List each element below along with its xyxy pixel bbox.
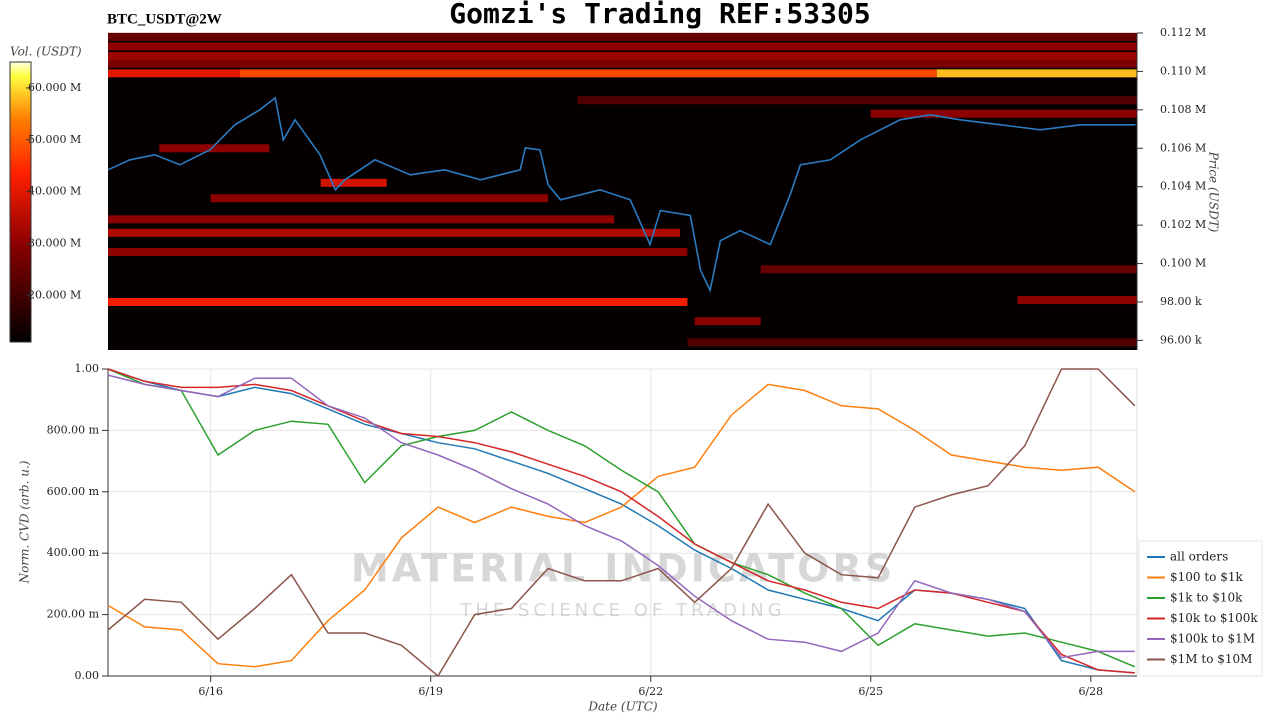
- chart-subtitle: BTC_USDT@2W: [107, 11, 222, 27]
- x-tick-label: 6/22: [638, 685, 663, 698]
- plot-area: [108, 33, 1137, 350]
- y-tick-label: 98.00 k: [1160, 295, 1202, 308]
- y-tick-label: 0.110 M: [1160, 64, 1206, 77]
- heat-cell: [108, 248, 688, 257]
- heat-cell: [577, 96, 1137, 105]
- heat-cell: [108, 32, 1137, 41]
- heat-cell: [1017, 296, 1137, 305]
- colorbar-tick-label: 60.000 M: [28, 81, 81, 94]
- y-tick-label: 0.00: [75, 669, 100, 682]
- legend-label: $100k to $1M: [1170, 632, 1255, 646]
- heat-cell: [108, 42, 1137, 51]
- colorbar: [9, 61, 32, 343]
- heat-cell: [108, 228, 681, 237]
- heat-cell: [936, 69, 1137, 78]
- heat-cell: [108, 69, 241, 78]
- y-tick-label: 800.00 m: [47, 423, 100, 436]
- legend-label: all orders: [1170, 550, 1228, 564]
- y-tick-label: 0.112 M: [1160, 26, 1206, 39]
- heat-cell: [108, 59, 1137, 68]
- heat-cell: [320, 178, 387, 187]
- y-tick-label: 200.00 m: [47, 608, 100, 621]
- heat-cell: [694, 317, 761, 326]
- plot-area: [107, 368, 1138, 677]
- y-tick-label: 0.106 M: [1160, 141, 1206, 154]
- watermark: MATERIAL INDICATORS: [351, 547, 895, 591]
- x-tick-label: 6/25: [858, 685, 883, 698]
- series-line: [107, 383, 1136, 668]
- heat-cell: [760, 265, 1137, 274]
- y-tick-label: 0.104 M: [1160, 180, 1206, 193]
- legend-label: $1M to $10M: [1170, 652, 1252, 666]
- colorbar-tick-label: 20.000 M: [28, 288, 81, 301]
- heat-cell: [159, 144, 270, 153]
- watermark: THE SCIENCE OF TRADING: [459, 600, 785, 621]
- series-line: [107, 368, 1136, 678]
- series-line: [107, 368, 1135, 674]
- colorbar-tick-label: 40.000 M: [28, 185, 81, 198]
- y-tick-label: 0.102 M: [1160, 218, 1206, 231]
- y-tick-label: 1.00: [75, 362, 100, 375]
- heat-cell: [687, 338, 1137, 347]
- y-tick-label: 0.108 M: [1160, 103, 1206, 116]
- y-tick-label: 96.00 k: [1160, 333, 1202, 346]
- legend-label: $10k to $100k: [1170, 611, 1258, 625]
- colorbar-tick-label: 50.000 M: [28, 133, 81, 146]
- heat-cell: [108, 297, 688, 306]
- series-line: [107, 374, 1135, 659]
- heat-cell: [108, 52, 1137, 61]
- x-tick-label: 6/19: [418, 685, 443, 698]
- series-line: [107, 368, 1136, 668]
- colorbar-label: Vol. (USDT): [10, 45, 82, 59]
- y-tick-label: 600.00 m: [47, 485, 100, 498]
- x-axis-label: Date (UTC): [587, 700, 657, 714]
- legend-box: [1138, 540, 1263, 677]
- x-tick-label: 6/16: [198, 685, 223, 698]
- y-tick-label: 0.100 M: [1160, 257, 1206, 270]
- heat-cell: [870, 109, 1137, 118]
- x-tick-label: 6/28: [1078, 685, 1103, 698]
- y-tick-label: 400.00 m: [47, 546, 100, 559]
- colorbar-tick-label: 30.000 M: [28, 236, 81, 249]
- heat-cell: [210, 194, 549, 203]
- y-axis-label: Norm. CVD (arb. u.): [18, 460, 32, 584]
- legend-label: $100 to $1k: [1170, 570, 1243, 584]
- price-line: [107, 96, 1136, 293]
- chart-title: Gomzi's Trading REF:53305: [449, 0, 870, 30]
- heat-cell: [108, 215, 615, 224]
- legend-label: $1k to $10k: [1170, 591, 1243, 605]
- y-axis-label: Price (USDT): [1207, 151, 1221, 233]
- heat-cell: [240, 69, 937, 78]
